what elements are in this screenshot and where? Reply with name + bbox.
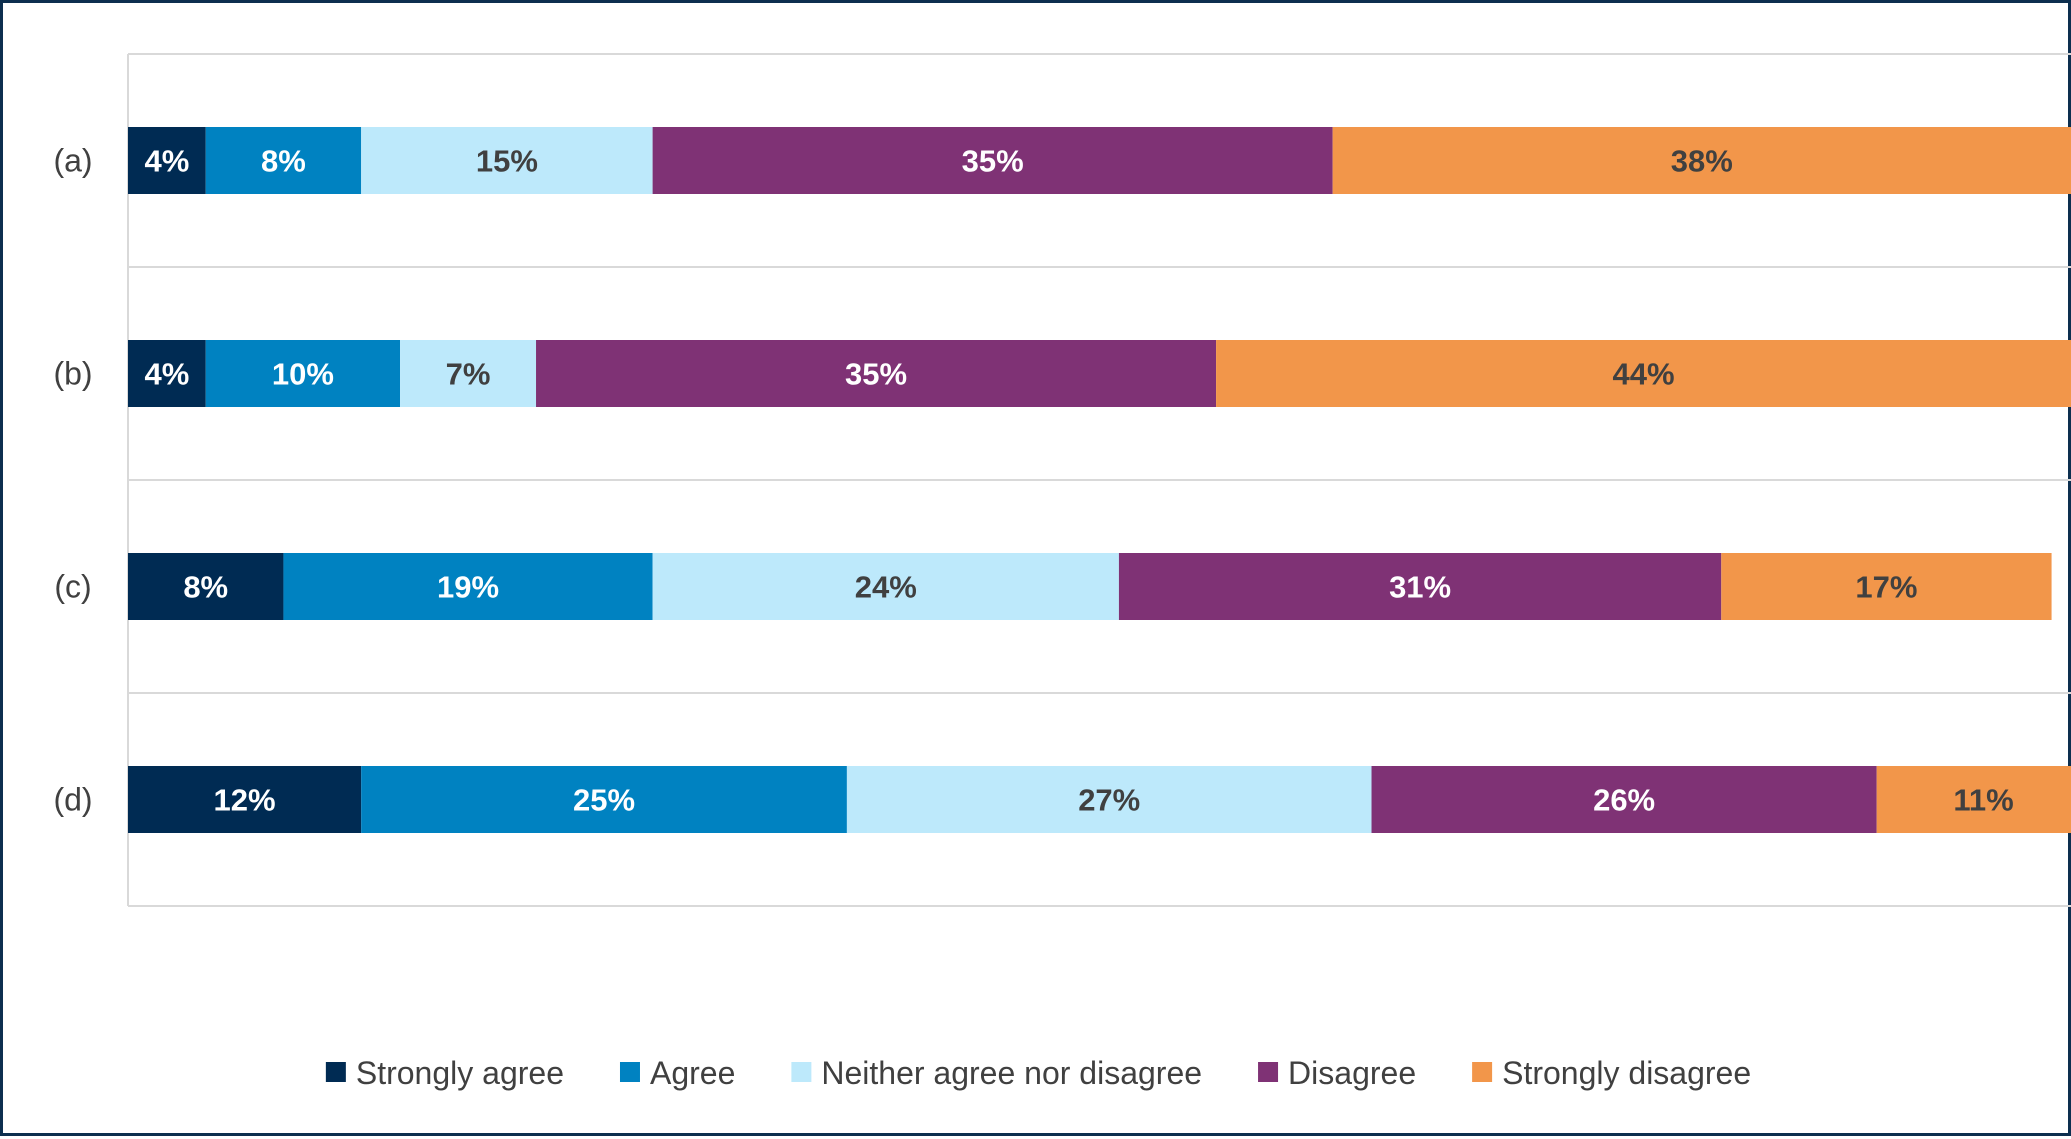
legend-item-neither-agree-nor-disagree: Neither agree nor disagree xyxy=(791,1055,1202,1091)
legend-swatch xyxy=(1258,1062,1279,1082)
category-label: (b) xyxy=(53,356,92,392)
category-labels: (a) (b) (c) (d) xyxy=(53,143,92,818)
stacked-bar-chart: 4% 8% 15% 35% 38% 4% 10% 7% 35% 44% 8% 19% 24% 31% 17%… xyxy=(53,53,2071,1091)
legend-swatch xyxy=(325,1062,346,1082)
bars: 4% 8% 15% 35% 38% 4% 10% 7% 35% 44% 8% 19% 24% 31% 17%… xyxy=(128,127,2071,833)
data-label: 7% xyxy=(446,357,491,392)
legend-swatch xyxy=(619,1062,640,1082)
category-label: (d) xyxy=(53,782,92,818)
data-label: 35% xyxy=(962,144,1024,179)
data-label: 10% xyxy=(272,357,334,392)
bar-neither-agree-nor-disagree-0 xyxy=(361,127,653,194)
data-label: 8% xyxy=(261,144,306,179)
bar-neither-agree-nor-disagree-2 xyxy=(652,553,1119,620)
data-label: 26% xyxy=(1593,783,1655,818)
data-label: 27% xyxy=(1078,783,1140,818)
legend-swatch xyxy=(791,1062,812,1082)
data-label: 17% xyxy=(1855,570,1917,605)
data-label: 38% xyxy=(1671,144,1733,179)
data-label: 4% xyxy=(144,357,189,392)
category-label: (c) xyxy=(54,569,91,605)
bar-disagree-1 xyxy=(536,340,1217,407)
legend-item-agree: Agree xyxy=(619,1055,735,1091)
data-label: 24% xyxy=(855,570,917,605)
bar-neither-agree-nor-disagree-1 xyxy=(400,340,537,407)
data-label: 44% xyxy=(1613,357,1675,392)
bar-agree-1 xyxy=(205,340,401,407)
bar-neither-agree-nor-disagree-3 xyxy=(846,766,1372,833)
bar-strongly-agree-3 xyxy=(128,766,362,833)
data-label: 19% xyxy=(437,570,499,605)
gridlines xyxy=(127,53,2071,907)
data-label: 35% xyxy=(845,357,907,392)
bar-disagree-2 xyxy=(1118,553,1722,620)
legend-label: Disagree xyxy=(1288,1055,1416,1091)
data-label: 12% xyxy=(214,783,276,818)
data-label: 25% xyxy=(573,783,635,818)
legend-label: Strongly agree xyxy=(356,1055,564,1091)
bar-strongly-agree-0 xyxy=(128,127,206,194)
bar-strongly-disagree-1 xyxy=(1216,340,2071,407)
legend-item-strongly-disagree: Strongly disagree xyxy=(1472,1055,1751,1091)
legend-label: Neither agree nor disagree xyxy=(821,1055,1202,1091)
legend-label: Strongly disagree xyxy=(1502,1055,1751,1091)
legend-swatch xyxy=(1472,1062,1493,1082)
legend-item-disagree: Disagree xyxy=(1258,1055,1416,1091)
bar-strongly-agree-2 xyxy=(128,553,284,620)
bar-strongly-disagree-3 xyxy=(1876,766,2071,833)
bar-disagree-3 xyxy=(1371,766,1877,833)
bar-agree-3 xyxy=(361,766,847,833)
data-label: 15% xyxy=(476,144,538,179)
data-label: 31% xyxy=(1389,570,1451,605)
legend-label: Agree xyxy=(650,1055,735,1091)
data-label: 8% xyxy=(183,570,228,605)
legend: Strongly agree Agree Neither agree nor dis… xyxy=(325,1055,1751,1091)
bar-disagree-0 xyxy=(652,127,1333,194)
data-label: 11% xyxy=(1953,783,2013,818)
data-label: 4% xyxy=(144,144,189,179)
bar-strongly-disagree-2 xyxy=(1721,553,2052,620)
bar-agree-2 xyxy=(283,553,653,620)
bar-agree-0 xyxy=(205,127,362,194)
bar-strongly-agree-1 xyxy=(128,340,206,407)
legend-item-strongly-agree: Strongly agree xyxy=(325,1055,564,1091)
bar-strongly-disagree-0 xyxy=(1332,127,2071,194)
category-label: (a) xyxy=(53,143,92,179)
